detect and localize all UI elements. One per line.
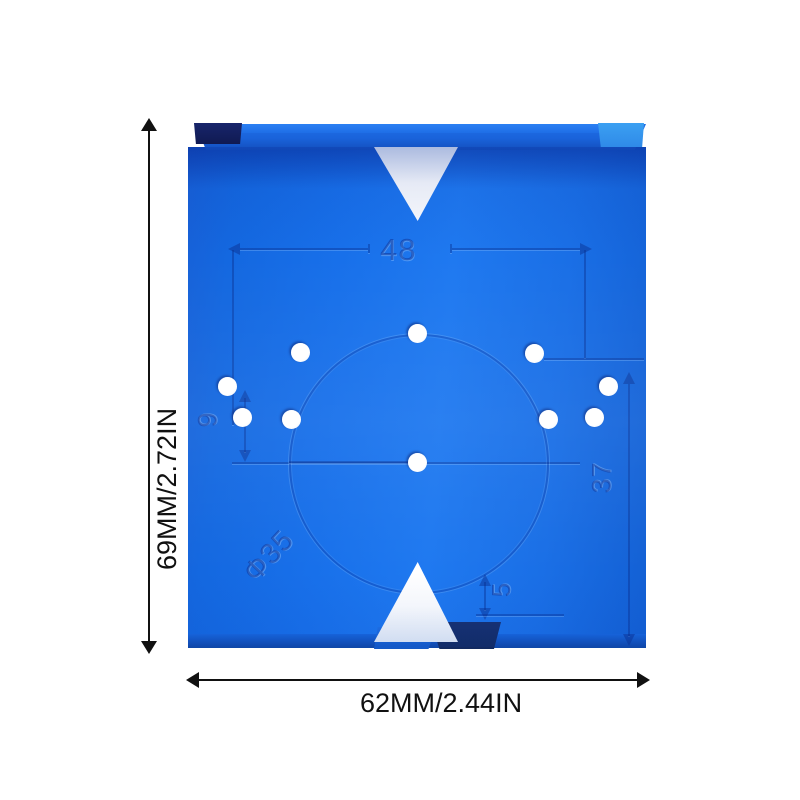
drill-hole-left-inner (282, 410, 301, 429)
drill-hole-left-outer (218, 377, 237, 396)
width-dimension-arrow-left (186, 672, 199, 688)
drill-hole-top-center (408, 324, 427, 343)
drill-hole-right-outer (599, 377, 618, 396)
drill-hole-left-upper (291, 343, 310, 362)
drill-hole-right-outer-lower (585, 408, 604, 427)
engraving-bore-radius-line (289, 461, 417, 463)
jig-top-left-cap (194, 123, 242, 144)
drill-hole-right-inner (539, 410, 558, 429)
drill-hole-right-upper (525, 344, 544, 363)
drill-hole-center (408, 453, 427, 472)
width-dimension-line (198, 679, 638, 681)
height-dimension-line (148, 130, 150, 642)
hinge-jig-body: 48 9 37 Φ35 5 (188, 122, 646, 649)
height-dimension-label: 69MM/2.72IN (152, 407, 182, 570)
jig-top-lip-highlight (198, 124, 638, 133)
drill-hole-left-outer-lower (233, 408, 252, 427)
width-dimension-arrow-right (637, 672, 650, 688)
height-dimension-arrow-down (141, 641, 157, 654)
jig-top-right-cap (598, 123, 644, 147)
width-dimension-label: 62MM/2.44IN (360, 688, 523, 718)
height-dimension-arrow-up (141, 118, 157, 131)
